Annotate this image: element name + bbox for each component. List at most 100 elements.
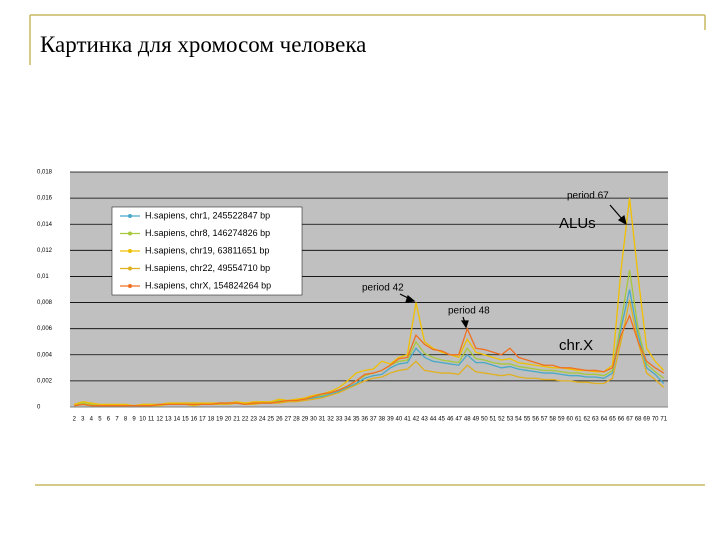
slide-title: Картинка для хромосом человека <box>40 32 366 57</box>
x-tick-label: 17 <box>199 417 206 423</box>
x-tick-label: 7 <box>115 417 119 423</box>
x-tick-label: 22 <box>242 417 249 423</box>
x-tick-label: 67 <box>626 417 633 423</box>
x-tick-label: 68 <box>635 417 642 423</box>
x-tick-label: 42 <box>413 417 420 423</box>
x-tick-label: 32 <box>327 417 334 423</box>
x-tick-label: 39 <box>387 417 394 423</box>
x-tick-label: 53 <box>507 417 514 423</box>
x-tick-label: 60 <box>566 417 573 423</box>
y-tick-label: 0,002 <box>37 378 53 384</box>
y-tick-label: 0,014 <box>37 222 53 228</box>
x-tick-label: 15 <box>182 417 189 423</box>
legend-marker <box>128 214 132 218</box>
x-tick-label: 37 <box>370 417 377 423</box>
x-tick-label: 13 <box>165 417 172 423</box>
x-tick-label: 51 <box>490 417 497 423</box>
annotation: chr.X <box>559 337 593 354</box>
annotation: period 42 <box>362 283 404 294</box>
x-tick-label: 55 <box>524 417 531 423</box>
x-tick-label: 35 <box>353 417 360 423</box>
arrows <box>399 204 627 329</box>
x-tick-label: 71 <box>660 417 667 423</box>
x-tick-label: 57 <box>541 417 548 423</box>
x-tick-label: 33 <box>336 417 343 423</box>
series-line <box>74 313 665 407</box>
x-tick-label: 31 <box>319 417 326 423</box>
chart: 0 0,002 0,004 0,006 0,008 0,01 0,012 0,014 0,016… <box>37 170 668 423</box>
x-tick-label: 40 <box>396 417 403 423</box>
legend-label: H.sapiens, chr8, 146274826 bp <box>145 228 270 238</box>
y-tick-label: 0,006 <box>37 326 53 332</box>
x-tick-label: 27 <box>284 417 291 423</box>
x-tick-label: 44 <box>430 417 437 423</box>
x-tick-label: 4 <box>90 417 94 423</box>
y-tick-label: 0,016 <box>37 196 53 202</box>
legend-label: H.sapiens, chr1, 245522847 bp <box>145 210 270 220</box>
x-tick-label: 30 <box>310 417 317 423</box>
x-tick-label: 20 <box>225 417 232 423</box>
x-tick-label: 63 <box>592 417 599 423</box>
x-tick-label: 41 <box>404 417 411 423</box>
x-tick-label: 11 <box>148 417 155 423</box>
x-tick-label: 38 <box>378 417 385 423</box>
x-tick-label: 28 <box>293 417 300 423</box>
x-tick-label: 50 <box>481 417 488 423</box>
x-tick-label: 54 <box>515 417 522 423</box>
x-tick-label: 12 <box>156 417 163 423</box>
x-tick-label: 8 <box>124 417 128 423</box>
y-tick-label: 0,018 <box>37 170 53 176</box>
x-tick-label: 24 <box>259 417 266 423</box>
legend-label: H.sapiens, chr19, 63811651 bp <box>145 245 269 255</box>
x-tick-label: 14 <box>173 417 180 423</box>
x-tick-label: 46 <box>447 417 454 423</box>
x-tick-label: 18 <box>208 417 215 423</box>
y-tick-label: 0,012 <box>37 248 53 254</box>
x-tick-label: 25 <box>267 417 274 423</box>
x-tick-label: 70 <box>652 417 659 423</box>
x-tick-label: 16 <box>191 417 198 423</box>
x-tick-label: 66 <box>618 417 625 423</box>
x-tick-label: 56 <box>532 417 539 423</box>
x-tick-label: 43 <box>421 417 428 423</box>
x-tick-label: 2 <box>73 417 77 423</box>
x-tick-label: 29 <box>302 417 309 423</box>
x-tick-label: 52 <box>498 417 505 423</box>
x-tick-label: 49 <box>472 417 479 423</box>
legend-label: H.sapiens, chrX, 154824264 bp <box>145 280 271 290</box>
x-tick-label: 5 <box>98 417 102 423</box>
y-tick-label: 0,01 <box>37 274 49 280</box>
x-tick-label: 23 <box>250 417 257 423</box>
y-tick-label: 0,008 <box>37 300 53 306</box>
y-tick-label: 0 <box>37 405 41 411</box>
annotation: period 48 <box>448 306 490 317</box>
x-tick-label: 9 <box>132 417 136 423</box>
y-tick-label: 0,004 <box>37 352 53 358</box>
x-tick-label: 19 <box>216 417 223 423</box>
x-tick-label: 48 <box>464 417 471 423</box>
annotation: ALUs <box>559 215 596 232</box>
x-tick-label: 62 <box>583 417 590 423</box>
legend-marker <box>128 249 132 253</box>
legend-label: H.sapiens, chr22, 49554710 bp <box>145 263 270 273</box>
x-tick-label: 58 <box>549 417 556 423</box>
x-tick-label: 69 <box>643 417 650 423</box>
x-tick-label: 21 <box>233 417 240 423</box>
x-tick-label: 3 <box>81 417 85 423</box>
x-tick-label: 45 <box>438 417 445 423</box>
legend-marker <box>128 266 132 271</box>
legend-marker <box>128 231 132 236</box>
legend-box <box>111 206 303 296</box>
annotation: period 67 <box>567 191 609 202</box>
x-tick-label: 10 <box>139 417 146 423</box>
x-tick-label: 61 <box>575 417 582 423</box>
x-tick-label: 64 <box>601 417 608 423</box>
x-tick-label: 36 <box>361 417 368 423</box>
series-line <box>74 198 665 407</box>
x-tick-label: 6 <box>107 417 111 423</box>
x-tick-label: 59 <box>558 417 565 423</box>
x-tick-label: 65 <box>609 417 616 423</box>
x-tick-label: 34 <box>344 417 351 423</box>
